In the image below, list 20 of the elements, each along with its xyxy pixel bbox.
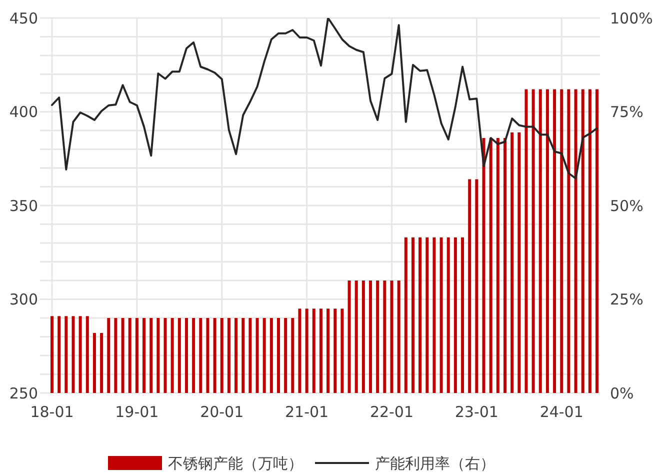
y-tick-label: 300 <box>9 290 38 308</box>
y2-tick-label: 25% <box>610 290 644 308</box>
legend-label: 产能利用率（右） <box>375 454 495 472</box>
x-tick-label: 22-01 <box>370 403 414 421</box>
y2-tick-label: 100% <box>610 9 653 28</box>
x-tick-label: 21-01 <box>285 403 329 421</box>
x-tick-label: 19-01 <box>115 403 159 421</box>
x-tick-label: 24-01 <box>540 403 584 421</box>
x-tick-label: 18-01 <box>30 403 74 421</box>
y-tick-label: 400 <box>9 103 38 121</box>
line-series <box>51 18 598 180</box>
x-tick-label: 20-01 <box>200 403 244 421</box>
y2-tick-label: 0% <box>610 384 634 402</box>
x-tick-label: 23-01 <box>454 403 498 421</box>
y-tick-label: 250 <box>9 384 38 402</box>
y-tick-label: 450 <box>9 9 38 28</box>
y-tick-label: 350 <box>9 196 38 215</box>
legend-label: 不锈钢产能（万吨） <box>168 454 303 472</box>
y2-tick-label: 50% <box>610 196 644 215</box>
y2-tick-label: 75% <box>610 103 644 121</box>
